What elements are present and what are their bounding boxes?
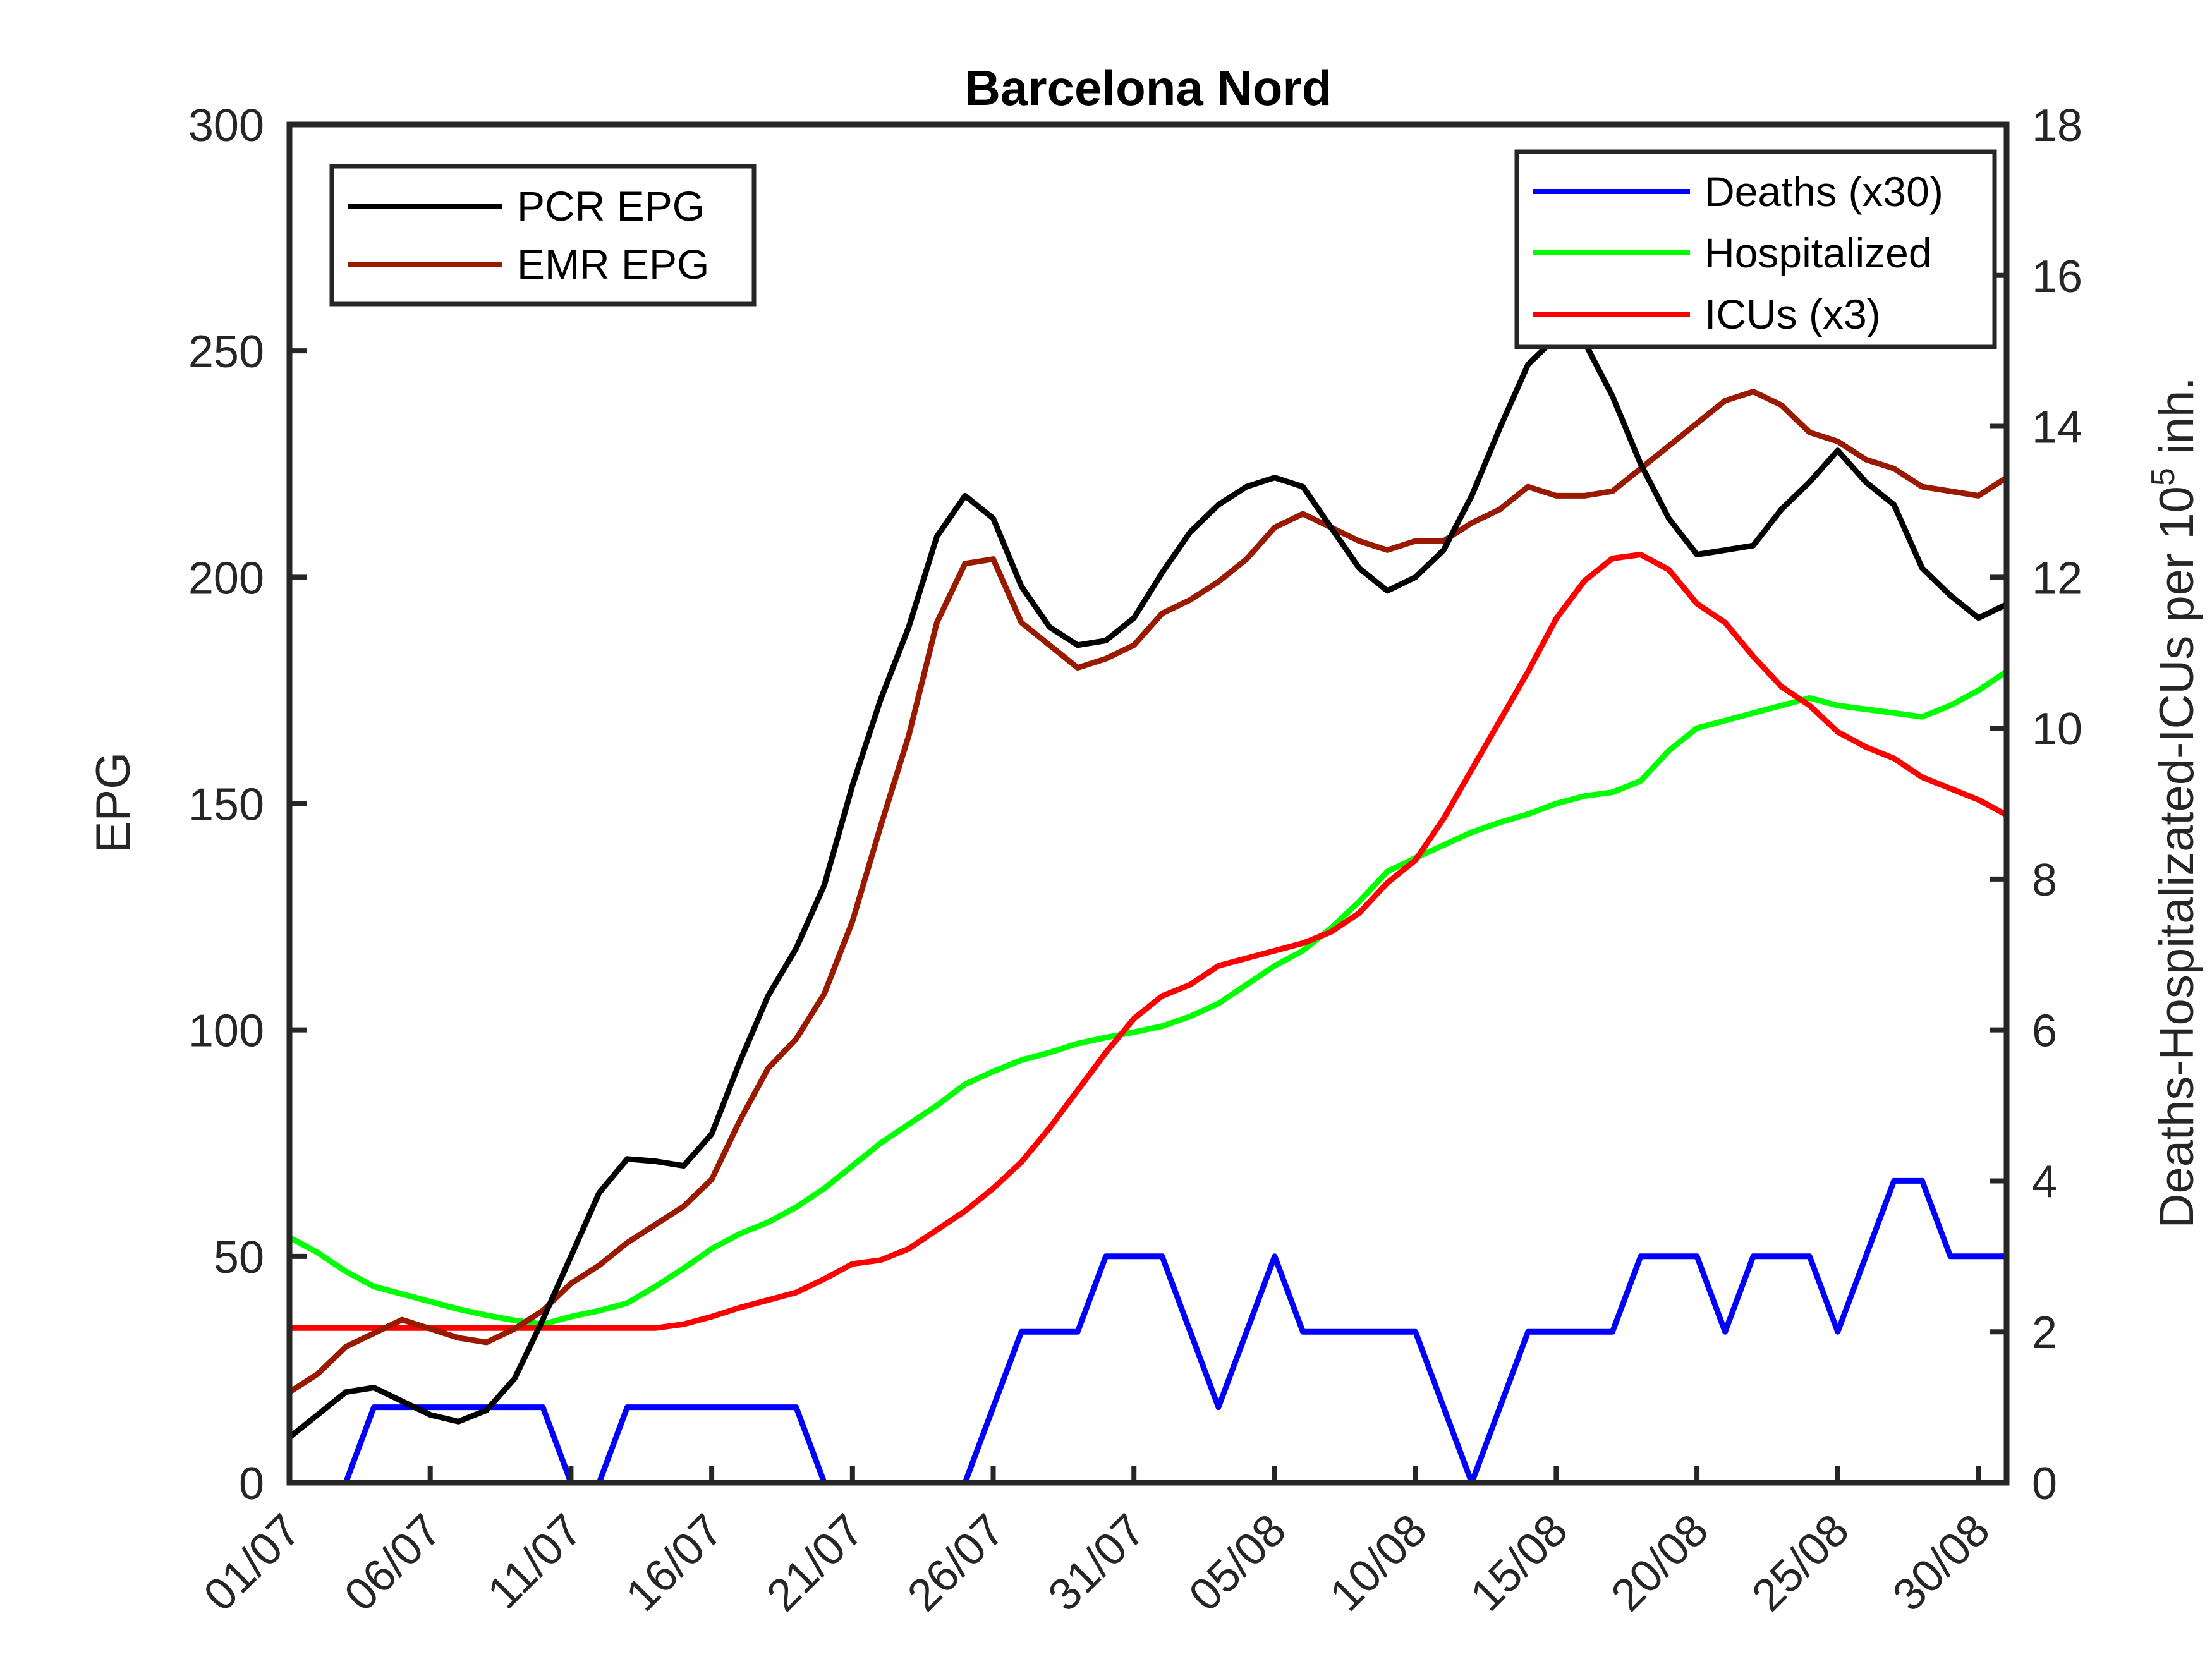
right-y-tick-label: 8 [2032,855,2057,906]
right-y-axis-label-superscript: 5 [2145,468,2182,486]
right-y-tick-label: 6 [2032,1006,2057,1057]
left-y-tick-label: 300 [188,100,264,151]
legend-right: Deaths (x30) Hospitalized ICUs (x3) [1514,149,1997,349]
right-y-axis-label-main: Deaths-Hospitalizated-ICUs per 10 [2150,486,2204,1228]
right-y-tick-label: 4 [2032,1157,2057,1207]
legend-label-deaths: Deaths (x30) [1705,168,1943,215]
right-y-tick-label: 12 [2032,553,2082,604]
legend-label-emr-epg: EMR EPG [517,241,709,288]
legend-label-icus: ICUs (x3) [1705,291,1881,337]
series-line-hospitalized [286,669,2010,1327]
legend-label-pcr-epg: PCR EPG [517,183,705,229]
legend-left-box [329,164,757,307]
right-y-axis-label-tail: inh. [2150,377,2204,468]
left-y-tick-label: 0 [239,1459,264,1509]
left-y-axis: 0 50 100 150 200 250 300 [188,100,307,1509]
left-y-tick-label: 200 [188,553,264,604]
right-y-tick-label: 10 [2032,704,2082,755]
series-line-emr-epg [286,389,2010,1395]
left-y-tick-label: 100 [188,1006,264,1057]
left-y-axis-label: EPG [87,752,140,854]
right-y-tick-label: 16 [2032,252,2082,302]
chart-title: Barcelona Nord [965,60,1332,116]
right-y-tick-label: 2 [2032,1308,2057,1358]
right-y-tick-label: 18 [2032,100,2082,151]
right-y-tick-label: 14 [2032,403,2082,453]
left-y-tick-label: 250 [188,327,264,377]
legend-label-hospitalized: Hospitalized [1705,229,1932,276]
left-y-tick-label: 50 [214,1232,264,1283]
right-y-axis: 0 2 4 6 8 10 12 14 16 18 [1990,100,2082,1509]
series-line-icus-x3 [286,552,2010,1331]
series-line-pcr-epg [286,334,2010,1440]
right-y-axis-label: Deaths-Hospitalizated-ICUs per 105 inh. [2145,377,2204,1229]
legend-left: PCR EPG EMR EPG [329,164,757,307]
right-y-tick-label: 0 [2032,1459,2057,1509]
left-y-tick-label: 150 [188,780,264,830]
